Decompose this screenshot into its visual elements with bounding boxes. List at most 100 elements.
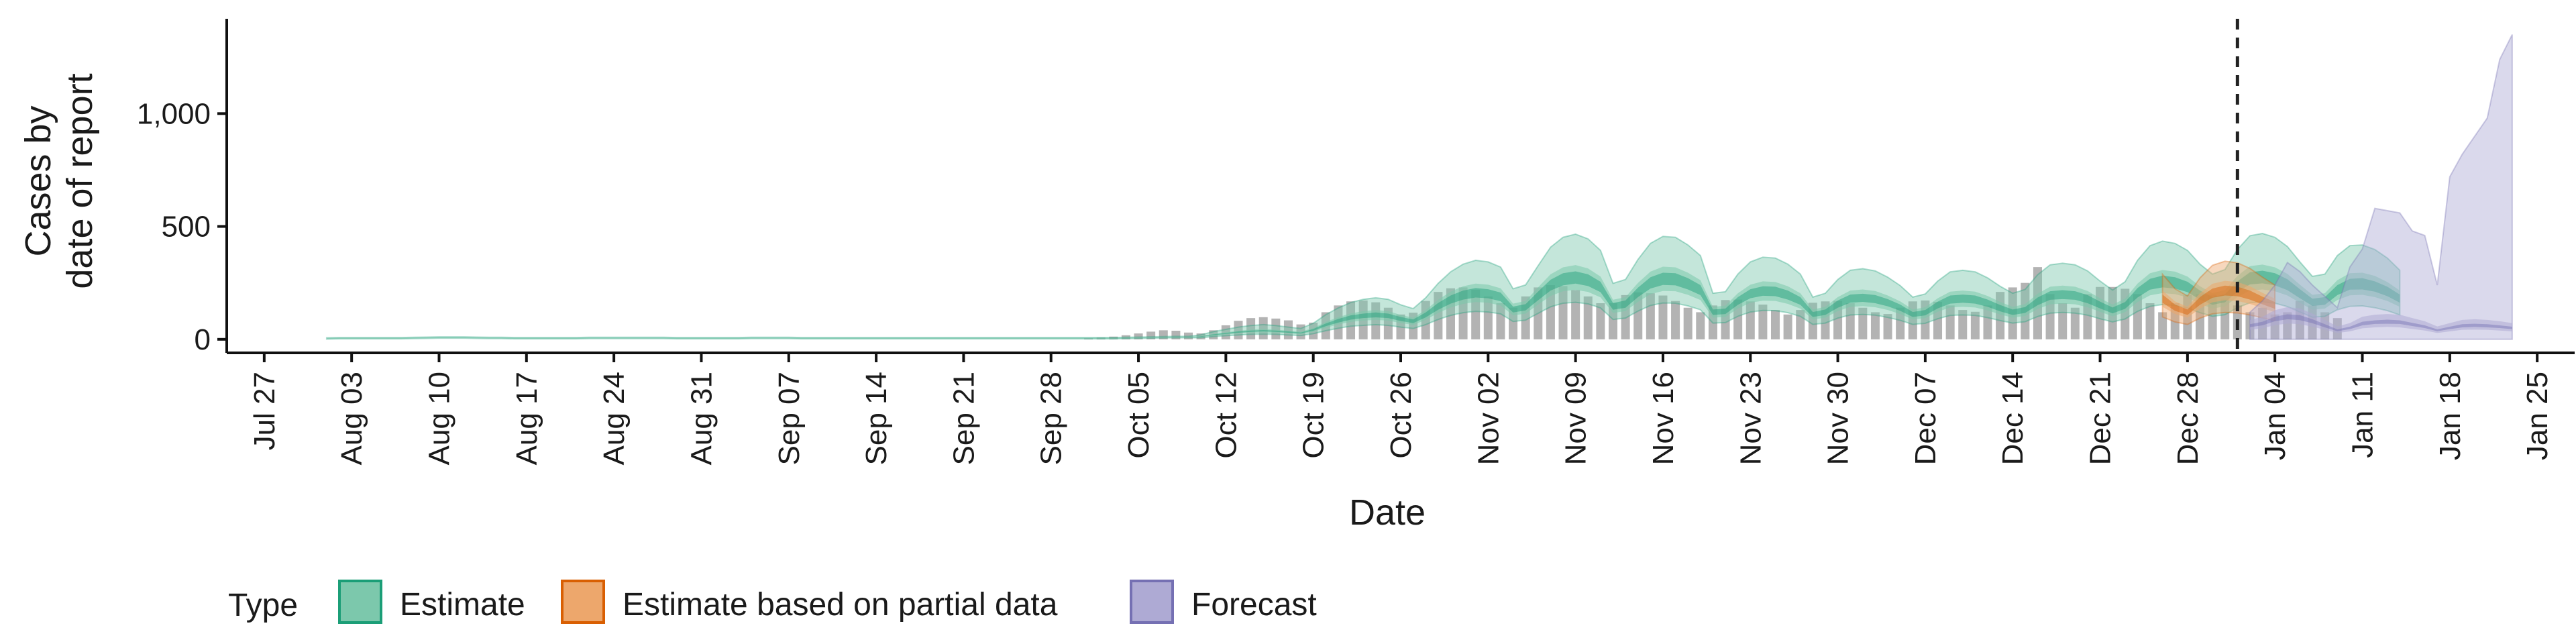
x-tick-label: Jan 04 — [2259, 372, 2292, 460]
x-tick-label: Jan 18 — [2434, 372, 2467, 460]
x-tick-label: Jul 27 — [248, 372, 281, 450]
estimate-ribbons — [325, 34, 2513, 340]
observed-bar — [1758, 304, 1768, 339]
x-tick-label: Dec 07 — [1909, 372, 1942, 465]
observed-bar — [1658, 295, 1668, 339]
observed-bar — [1283, 320, 1293, 339]
ci-90-band — [2249, 34, 2513, 340]
x-axis-title: Date — [1349, 492, 1426, 533]
x-tick-label: Nov 16 — [1647, 372, 1680, 465]
observed-bar — [1958, 310, 1968, 339]
x-tick-label: Sep 21 — [947, 372, 980, 465]
axes: 0 500 1,000 Jul 27 Aug 03 Aug 10 Aug 17 Aug 24… — [137, 19, 2575, 465]
x-tick-label: Aug 03 — [335, 372, 368, 465]
ci-20-band — [2162, 285, 2275, 315]
observed-bar — [1696, 312, 1705, 339]
x-tick-label: Jan 25 — [2521, 372, 2554, 460]
series-forecast — [2249, 34, 2513, 340]
observed-bar — [2220, 299, 2230, 339]
observed-bar — [1683, 307, 1693, 339]
observed-bar — [1770, 310, 1780, 339]
observed-bar — [1970, 311, 1980, 339]
legend-title: Type — [228, 588, 298, 623]
y-tick-label: 1,000 — [137, 97, 211, 130]
legend: Type Estimate Estimate based on partial d… — [228, 580, 1317, 624]
observed-bar — [1646, 293, 1655, 339]
x-tick-label: Sep 28 — [1035, 372, 1068, 465]
observed-bar — [1671, 301, 1680, 339]
x-tick-label: Nov 30 — [1822, 372, 1855, 465]
y-axis-title-line-1: Cases by — [18, 105, 58, 256]
x-tick-label: Aug 31 — [685, 372, 718, 465]
observed-bar — [1746, 301, 1755, 339]
observed-bar — [2145, 303, 2155, 339]
observed-bar — [1258, 317, 1268, 339]
observed-bar — [1858, 307, 1868, 339]
observed-bar — [1983, 305, 1992, 339]
x-tick-label: Oct 05 — [1122, 372, 1155, 459]
observed-bar — [1271, 318, 1281, 339]
legend-swatch — [338, 580, 382, 624]
legend-entries: Estimate Estimate based on partial data Fo… — [338, 580, 1317, 624]
observed-bar — [1633, 292, 1643, 339]
x-tick-label: Jan 11 — [2347, 372, 2379, 458]
observed-bar — [1234, 321, 1243, 339]
observed-bar — [1896, 307, 1905, 339]
y-axis-title: Cases by date of report — [18, 73, 100, 288]
legend-label: Forecast — [1191, 587, 1317, 623]
observed-bar — [1146, 331, 1156, 339]
legend-swatch — [1130, 580, 1174, 624]
y-axis-title-line-2: date of report — [60, 73, 100, 288]
observed-bar — [1221, 325, 1230, 339]
x-tick-label: Nov 02 — [1472, 372, 1505, 465]
ci-20-band — [2249, 314, 2512, 331]
observed-bar — [1246, 318, 1256, 339]
x-axis-ticks: Jul 27 Aug 03 Aug 10 Aug 17 Aug 24 Aug 31 Sep … — [248, 353, 2554, 465]
x-tick-label: Aug 17 — [511, 372, 543, 465]
ci-50-band — [326, 264, 2400, 339]
observed-bar — [1870, 312, 1880, 339]
y-tick-label: 0 — [195, 323, 211, 356]
x-tick-label: Aug 24 — [598, 372, 631, 465]
observed-bar — [1845, 303, 1855, 339]
observed-bar — [2133, 294, 2142, 339]
ci-50-band — [2162, 280, 2275, 318]
x-tick-label: Sep 07 — [773, 372, 806, 465]
observed-bar — [1596, 303, 1605, 339]
observed-bar — [1483, 296, 1493, 339]
legend-label: Estimate — [400, 587, 525, 623]
y-axis-ticks: 0 500 1,000 — [137, 97, 227, 356]
observed-bar — [1571, 290, 1580, 339]
observed-bar — [1509, 307, 1518, 339]
x-tick-label: Oct 26 — [1385, 372, 1417, 459]
legend-swatch — [561, 580, 605, 624]
observed-bar — [1134, 333, 1143, 339]
x-tick-label: Nov 23 — [1734, 372, 1767, 465]
x-tick-label: Sep 14 — [860, 372, 893, 465]
y-tick-label: 500 — [162, 211, 211, 244]
observed-bar — [1558, 286, 1568, 339]
observed-bar — [1121, 335, 1130, 339]
observed-bar — [1783, 314, 1792, 339]
legend-label: Estimate based on partial data — [623, 587, 1058, 623]
x-tick-label: Nov 09 — [1560, 372, 1593, 465]
observed-bar — [1084, 338, 1093, 339]
ci-20-band — [326, 270, 2400, 339]
observed-bar — [1796, 310, 1805, 339]
x-tick-label: Aug 10 — [423, 372, 455, 465]
observed-bar — [1583, 296, 1593, 339]
observed-bar — [1546, 285, 1555, 339]
observed-bar — [2058, 303, 2068, 339]
observed-bar — [2158, 312, 2167, 339]
observed-bar — [1496, 303, 1505, 339]
observed-bar — [2045, 294, 2055, 339]
observed-bar — [1945, 305, 1955, 339]
ci-50-band — [2249, 307, 2512, 333]
x-tick-label: Dec 21 — [2084, 372, 2117, 465]
x-tick-label: Dec 14 — [1996, 372, 2029, 465]
observed-bar — [1883, 314, 1892, 339]
observed-bar — [2070, 307, 2080, 339]
x-tick-label: Dec 28 — [2171, 372, 2204, 465]
observed-bar — [1183, 332, 1193, 339]
